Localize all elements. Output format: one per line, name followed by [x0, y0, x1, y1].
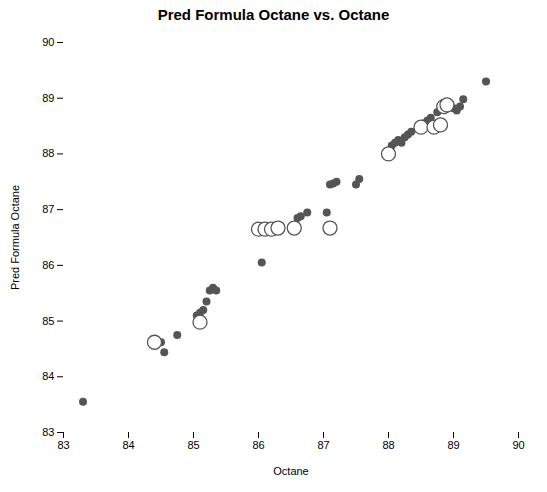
svg-text:85: 85 — [42, 315, 54, 327]
svg-text:89: 89 — [42, 92, 54, 104]
html-text:Pred Formula Octane vs. Octane: Pred Formula Octane vs. Octane — [157, 6, 390, 23]
svg-text:Octane: Octane — [273, 465, 308, 477]
svg-text:87: 87 — [42, 203, 54, 215]
svg-text:83: 83 — [57, 439, 69, 451]
svg-text:88: 88 — [42, 147, 54, 159]
svg-text:90: 90 — [42, 36, 54, 48]
svg-text:85: 85 — [187, 439, 199, 451]
svg-text:89: 89 — [447, 439, 459, 451]
svg-text:88: 88 — [382, 439, 394, 451]
svg-text:90: 90 — [512, 439, 524, 451]
svg-text:86: 86 — [42, 259, 54, 271]
svg-text:Pred Formula Octane: Pred Formula Octane — [9, 185, 21, 290]
svg-text:87: 87 — [317, 439, 329, 451]
svg-text:86: 86 — [252, 439, 264, 451]
svg-text:84: 84 — [122, 439, 134, 451]
svg-text:84: 84 — [42, 370, 54, 382]
svg-text:83: 83 — [42, 426, 54, 438]
